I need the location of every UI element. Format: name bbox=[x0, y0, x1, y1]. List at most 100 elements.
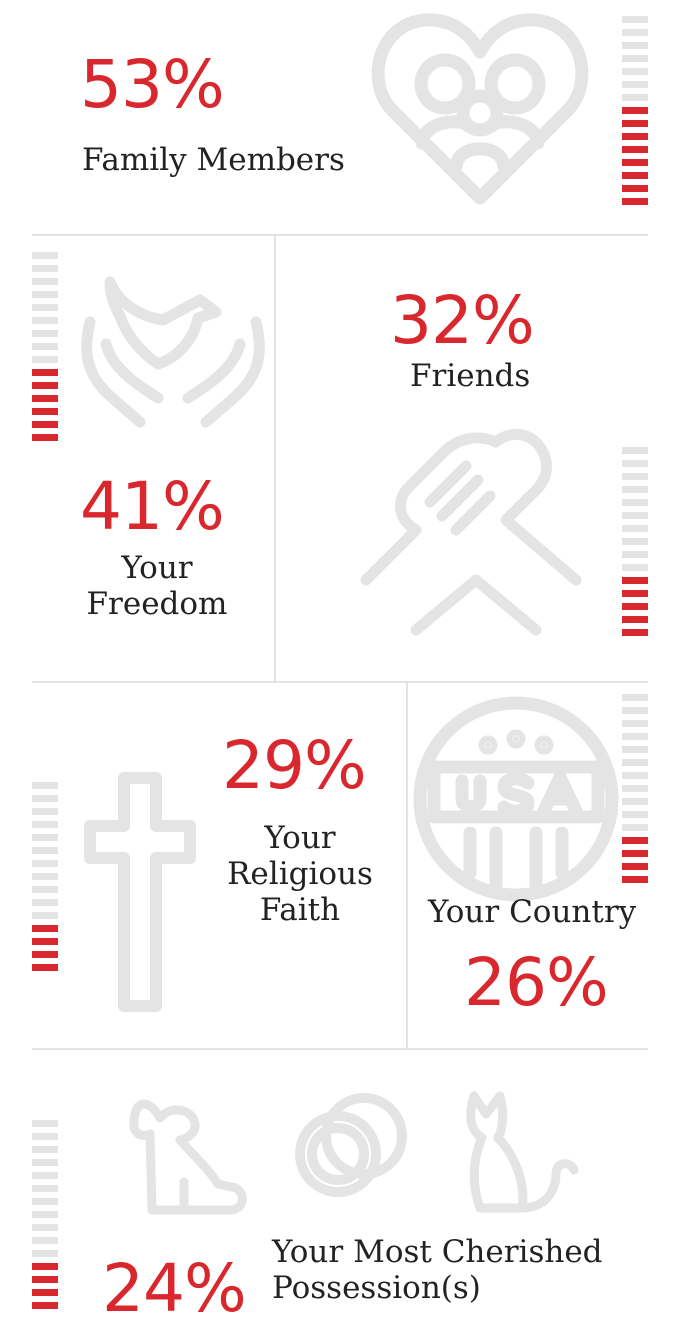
meter-segment bbox=[32, 782, 58, 789]
value-label-friends: 32% bbox=[390, 282, 535, 359]
meter-segment bbox=[32, 1211, 58, 1218]
meter-segment bbox=[622, 850, 648, 857]
meter-segment bbox=[622, 198, 648, 205]
category-label-family-members: Family Members bbox=[82, 142, 345, 178]
meter-friends bbox=[622, 447, 648, 642]
handshake-icon bbox=[356, 420, 586, 640]
category-label-your-most-cherished-possessions: Your Most Cherished Possession(s) bbox=[272, 1234, 603, 1306]
meter-segment bbox=[622, 81, 648, 88]
meter-segment bbox=[32, 860, 58, 867]
label-line: Family Members bbox=[82, 142, 345, 178]
family-heart-icon bbox=[370, 8, 590, 208]
meter-segment bbox=[622, 107, 648, 114]
meter-segment bbox=[622, 538, 648, 545]
meter-segment bbox=[32, 317, 58, 324]
meter-segment bbox=[622, 133, 648, 140]
meter-segment bbox=[622, 746, 648, 753]
meter-segment bbox=[32, 1198, 58, 1205]
usa-badge-icon bbox=[410, 693, 622, 905]
meter-segment bbox=[32, 369, 58, 376]
meter-segment bbox=[622, 473, 648, 480]
meter-segment bbox=[622, 185, 648, 192]
meter-segment bbox=[622, 577, 648, 584]
label-line: Your Most Cherished bbox=[272, 1234, 603, 1270]
meter-segment bbox=[32, 1237, 58, 1244]
label-line: Religious bbox=[227, 856, 373, 892]
meter-segment bbox=[32, 899, 58, 906]
meter-segment bbox=[622, 94, 648, 101]
category-label-your-religious-faith: Your Religious Faith bbox=[214, 820, 386, 928]
meter-segment bbox=[622, 120, 648, 127]
meter-segment bbox=[622, 460, 648, 467]
meter-segment bbox=[32, 847, 58, 854]
divider bbox=[274, 234, 276, 681]
meter-segment bbox=[32, 964, 58, 971]
meter-family-members bbox=[622, 16, 648, 211]
meter-segment bbox=[32, 1302, 58, 1309]
label-line: Your bbox=[121, 550, 193, 586]
meter-segment bbox=[32, 821, 58, 828]
meter-segment bbox=[622, 694, 648, 701]
meter-segment bbox=[32, 1146, 58, 1153]
cat-icon bbox=[460, 1086, 586, 1218]
meter-segment bbox=[622, 798, 648, 805]
meter-segment bbox=[32, 291, 58, 298]
meter-segment bbox=[622, 837, 648, 844]
label-line: Freedom bbox=[86, 586, 228, 622]
meter-segment bbox=[622, 590, 648, 597]
meter-segment bbox=[32, 795, 58, 802]
meter-segment bbox=[622, 486, 648, 493]
meter-segment bbox=[622, 603, 648, 610]
meter-segment bbox=[622, 159, 648, 166]
meter-segment bbox=[32, 1250, 58, 1257]
label-line: Friends bbox=[410, 358, 531, 394]
value-label-your-country: 26% bbox=[464, 944, 609, 1021]
meter-segment bbox=[622, 172, 648, 179]
dove-hands-icon bbox=[78, 272, 268, 432]
meter-segment bbox=[32, 1276, 58, 1283]
value-label-family-members: 53% bbox=[80, 46, 225, 123]
meter-segment bbox=[622, 16, 648, 23]
meter-segment bbox=[622, 720, 648, 727]
meter-segment bbox=[32, 1172, 58, 1179]
meter-segment bbox=[32, 873, 58, 880]
label-line: Your Country bbox=[428, 894, 637, 930]
meter-segment bbox=[622, 499, 648, 506]
rings-icon bbox=[290, 1086, 410, 1206]
meter-segment bbox=[32, 938, 58, 945]
meter-segment bbox=[622, 616, 648, 623]
meter-segment bbox=[622, 447, 648, 454]
meter-segment bbox=[32, 925, 58, 932]
meter-segment bbox=[32, 1185, 58, 1192]
meter-segment bbox=[622, 564, 648, 571]
meter-segment bbox=[32, 1133, 58, 1140]
category-label-friends: Friends bbox=[410, 358, 530, 394]
meter-segment bbox=[622, 551, 648, 558]
meter-your-country bbox=[622, 694, 648, 889]
meter-segment bbox=[622, 824, 648, 831]
meter-segment bbox=[622, 42, 648, 49]
meter-segment bbox=[32, 1159, 58, 1166]
value-label-your-most-cherished-possessions: 24% bbox=[102, 1250, 247, 1327]
value-label-your-freedom: 41% bbox=[80, 468, 225, 545]
meter-segment bbox=[622, 525, 648, 532]
meter-segment bbox=[32, 1224, 58, 1231]
meter-segment bbox=[32, 1120, 58, 1127]
meter-segment bbox=[622, 863, 648, 870]
meter-segment bbox=[622, 512, 648, 519]
meter-segment bbox=[622, 772, 648, 779]
divider bbox=[32, 1048, 648, 1050]
meter-your-religious-faith bbox=[32, 782, 58, 977]
meter-segment bbox=[32, 395, 58, 402]
meter-segment bbox=[622, 707, 648, 714]
cross-icon bbox=[80, 766, 200, 1016]
meter-segment bbox=[32, 304, 58, 311]
meter-segment bbox=[622, 29, 648, 36]
meter-segment bbox=[32, 1263, 58, 1270]
meter-segment bbox=[622, 55, 648, 62]
meter-segment bbox=[32, 434, 58, 441]
meter-segment bbox=[32, 356, 58, 363]
meter-segment bbox=[32, 278, 58, 285]
meter-segment bbox=[32, 421, 58, 428]
